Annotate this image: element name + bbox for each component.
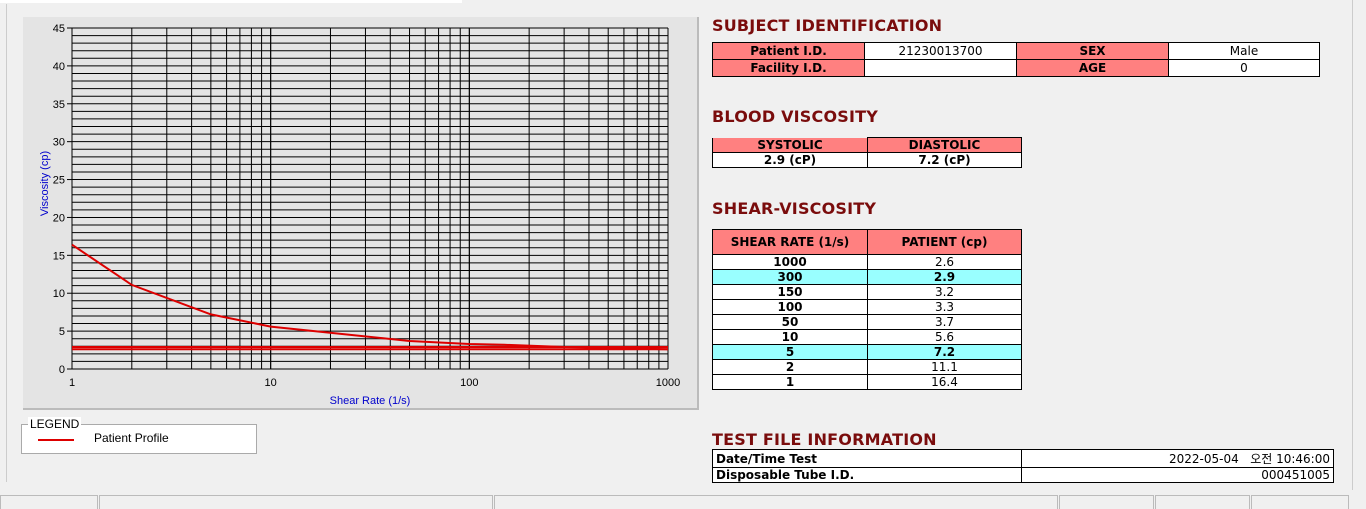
chart-svg: 0 5 10 15 20 25 30 35 40 45 1 10 100 1000 Shear Rate (… — [23, 17, 697, 408]
legend: LEGEND Patient Profile — [21, 424, 257, 454]
patient-id-label: Patient I.D. — [713, 43, 865, 60]
y-tick-label: 25 — [53, 175, 65, 187]
systolic-value: 2.9 (cP) — [713, 153, 868, 168]
facility-value — [865, 60, 1017, 77]
sex-value: Male — [1169, 43, 1320, 60]
y-tick-label: 30 — [53, 137, 65, 149]
shear-rate: 1 — [713, 375, 868, 390]
y-tick-label: 5 — [59, 326, 65, 338]
y-tick-label: 10 — [53, 288, 65, 300]
testfile-title: TEST FILE INFORMATION — [712, 430, 937, 449]
date-value: 2022-05-04 오전 10:46:00 — [1022, 450, 1334, 468]
systolic-label: SYSTOLIC — [713, 138, 868, 153]
patient-viscosity: 3.7 — [868, 315, 1022, 330]
y-tick-label: 35 — [53, 99, 65, 111]
shear-rate: 50 — [713, 315, 868, 330]
status-pane-6 — [1251, 495, 1349, 509]
shear-rate: 300 — [713, 270, 868, 285]
facility-label: Facility I.D. — [713, 60, 865, 77]
x-tick-label: 1000 — [656, 377, 680, 389]
diastolic-label: DIASTOLIC — [868, 138, 1022, 153]
legend-entry: Patient Profile — [94, 431, 169, 445]
shear-rate: 100 — [713, 300, 868, 315]
patient-viscosity: 3.2 — [868, 285, 1022, 300]
age-value: 0 — [1169, 60, 1320, 77]
shear-rate: 5 — [713, 345, 868, 360]
top-strip — [0, 0, 462, 3]
x-tick-label: 10 — [265, 377, 277, 389]
tube-label: Disposable Tube I.D. — [713, 468, 1022, 483]
patient-viscosity: 5.6 — [868, 330, 1022, 345]
status-pane-5 — [1155, 495, 1250, 509]
legend-line-swatch — [38, 439, 74, 441]
status-pane-1 — [0, 495, 98, 509]
patient-id: 21230013700 — [865, 43, 1017, 60]
subject-title: SUBJECT IDENTIFICATION — [712, 16, 942, 35]
age-label: AGE — [1017, 60, 1169, 77]
diastolic-value: 7.2 (cP) — [868, 153, 1022, 168]
series-line — [72, 245, 668, 350]
x-tick-label: 1 — [69, 377, 75, 389]
patient-viscosity: 16.4 — [868, 375, 1022, 390]
x-tick-label: 100 — [460, 377, 478, 389]
status-pane-2 — [99, 495, 493, 509]
status-pane-4 — [1059, 495, 1154, 509]
vertical-scrollbar[interactable] — [1352, 0, 1366, 490]
shear-rate-header: SHEAR RATE (1/s) — [713, 230, 868, 255]
blood-title: BLOOD VISCOSITY — [712, 107, 878, 126]
shear-rate: 2 — [713, 360, 868, 375]
patient-viscosity: 7.2 — [868, 345, 1022, 360]
y-tick-label: 45 — [53, 23, 65, 35]
shear-rate: 1000 — [713, 255, 868, 270]
patient-viscosity: 2.9 — [868, 270, 1022, 285]
patient-viscosity: 3.3 — [868, 300, 1022, 315]
status-pane-3 — [494, 495, 1058, 509]
patient-viscosity: 2.6 — [868, 255, 1022, 270]
sex-label: SEX — [1017, 43, 1169, 60]
patient-header: PATIENT (cp) — [868, 230, 1022, 255]
y-tick-label: 20 — [53, 212, 65, 224]
viscosity-chart: 0 5 10 15 20 25 30 35 40 45 1 10 100 1000 Shear Rate (… — [23, 17, 699, 410]
date-label: Date/Time Test — [713, 450, 1022, 468]
patient-viscosity: 11.1 — [868, 360, 1022, 375]
x-axis-label: Shear Rate (1/s) — [330, 395, 411, 407]
shear-rate: 10 — [713, 330, 868, 345]
shear-title: SHEAR-VISCOSITY — [712, 199, 876, 218]
legend-title: LEGEND — [28, 417, 81, 431]
y-tick-label: 15 — [53, 250, 65, 262]
y-axis-label: Viscosity (cp) — [39, 151, 51, 216]
tube-value: 000451005 — [1022, 468, 1334, 483]
shear-rate: 150 — [713, 285, 868, 300]
y-tick-label: 40 — [53, 61, 65, 73]
y-tick-label: 0 — [59, 364, 65, 376]
